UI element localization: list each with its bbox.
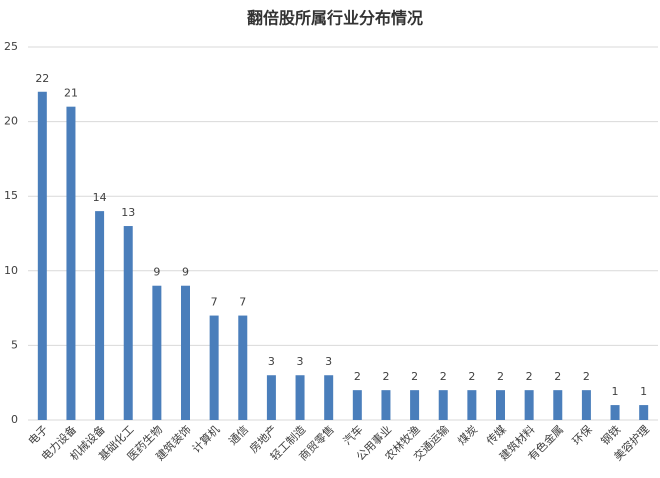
- bar: [324, 375, 334, 420]
- bar: [209, 315, 219, 420]
- y-tick-label: 10: [4, 264, 18, 277]
- data-label: 2: [468, 370, 475, 383]
- bar: [295, 375, 305, 420]
- data-label: 14: [93, 191, 107, 204]
- bar: [639, 405, 649, 420]
- data-label: 2: [354, 370, 361, 383]
- chart-title: 翻倍股所属行业分布情况: [247, 9, 423, 28]
- bar: [496, 390, 505, 420]
- bar: [553, 390, 563, 420]
- y-tick-label: 20: [4, 115, 18, 128]
- data-label: 7: [239, 296, 246, 309]
- bar: [123, 226, 133, 420]
- bar: [581, 390, 591, 420]
- data-label: 2: [526, 370, 533, 383]
- bar: [467, 390, 477, 420]
- data-label: 2: [411, 370, 418, 383]
- x-tick-label: 计算机: [189, 422, 222, 455]
- data-label: 7: [211, 296, 218, 309]
- data-label: 9: [153, 266, 160, 279]
- data-label: 9: [182, 266, 189, 279]
- bar: [95, 211, 105, 420]
- bar: [381, 390, 391, 420]
- y-tick-label: 15: [4, 189, 18, 202]
- y-tick-label: 0: [11, 413, 18, 426]
- data-label: 2: [382, 370, 389, 383]
- x-tick-label: 煤炭: [455, 423, 480, 448]
- data-label: 1: [640, 385, 647, 398]
- bar: [524, 390, 534, 420]
- bar: [266, 375, 276, 420]
- data-label: 3: [297, 355, 304, 368]
- data-label: 3: [325, 355, 332, 368]
- bar: [410, 390, 420, 420]
- data-label: 3: [268, 355, 275, 368]
- x-tick-label: 通信: [226, 423, 251, 448]
- x-tick-label: 环保: [569, 422, 594, 447]
- x-tick-label: 汽车: [340, 422, 365, 447]
- bar: [610, 405, 620, 420]
- bar: [352, 390, 362, 420]
- data-label: 13: [121, 206, 135, 219]
- bar: [66, 106, 76, 421]
- x-tick-label: 电子: [26, 423, 51, 448]
- data-label: 2: [440, 370, 447, 383]
- data-label: 2: [554, 370, 561, 383]
- bar: [37, 91, 47, 420]
- y-tick-label: 25: [4, 40, 18, 53]
- data-label: 1: [612, 385, 619, 398]
- bar: [152, 285, 162, 420]
- data-label: 2: [497, 370, 504, 383]
- x-tick-label: 传媒: [484, 423, 509, 448]
- bar: [438, 390, 448, 420]
- data-label: 22: [35, 72, 49, 85]
- x-tick-label: 钢铁: [599, 423, 624, 448]
- y-tick-label: 5: [11, 338, 18, 351]
- bar: [181, 285, 190, 420]
- data-label: 2: [583, 370, 590, 383]
- data-label: 21: [64, 87, 78, 100]
- bar: [238, 315, 248, 420]
